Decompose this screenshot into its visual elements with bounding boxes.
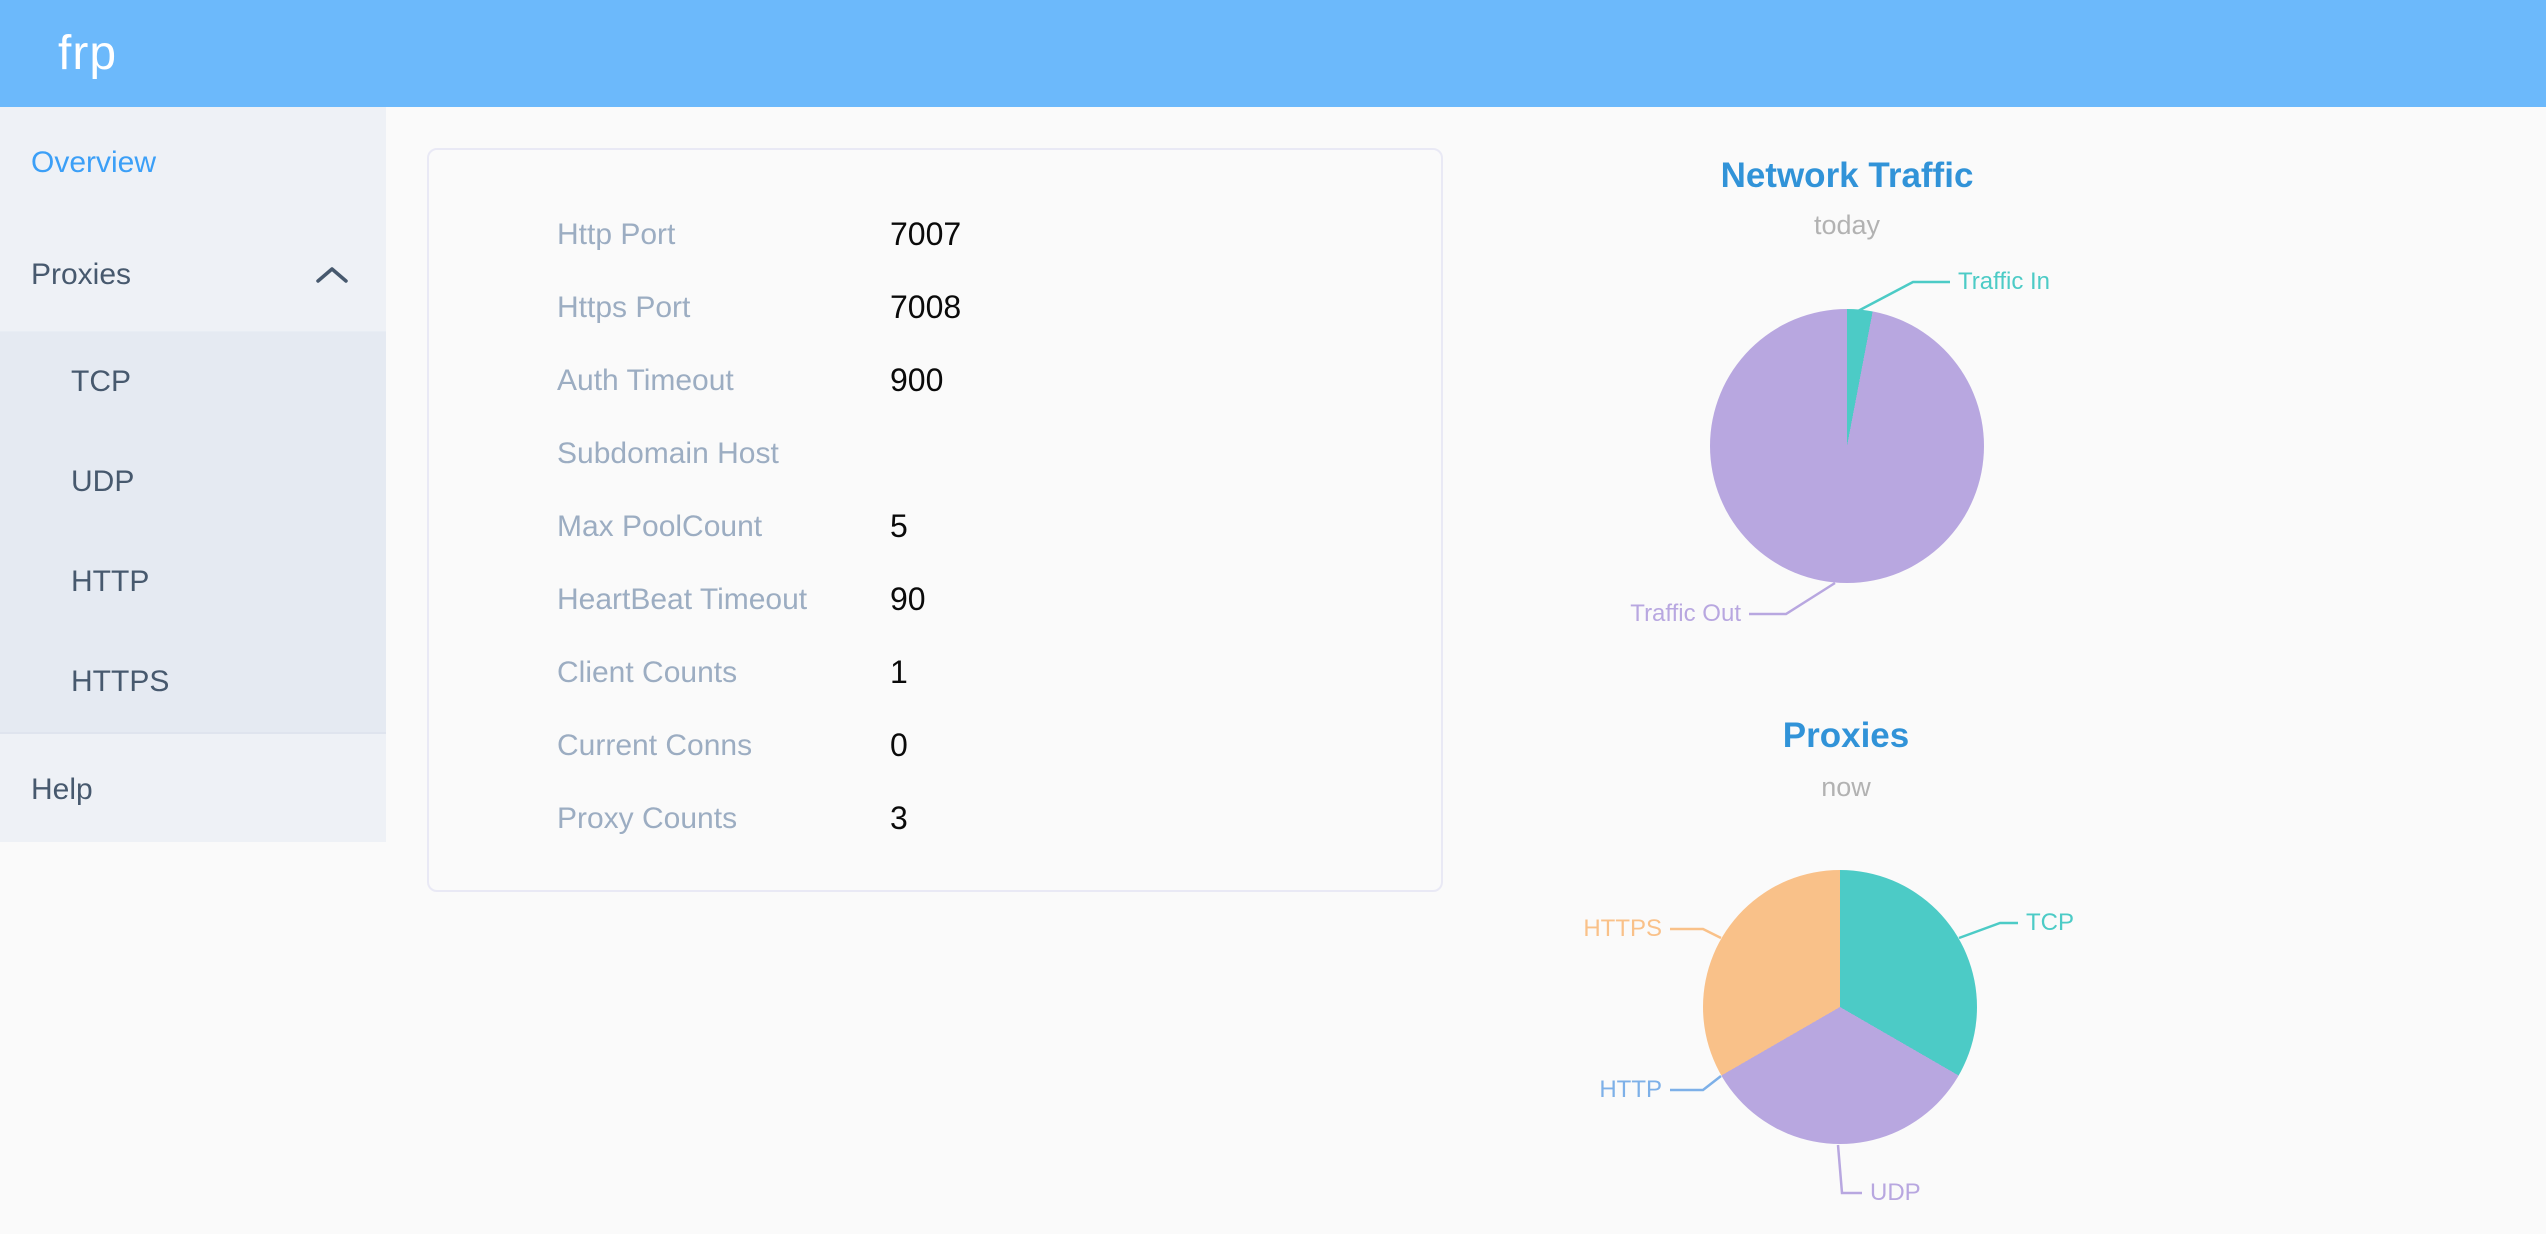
sidebar-item-overview[interactable]: Overview — [0, 107, 386, 219]
config-row: Current Conns 0 — [429, 709, 1441, 782]
config-label: Max PoolCount — [557, 510, 763, 543]
config-row: HeartBeat Timeout 90 — [429, 563, 1441, 636]
proxies-chart-title: Proxies — [1782, 716, 1910, 755]
config-value: 3 — [890, 800, 908, 836]
config-label: Https Port — [557, 291, 691, 324]
chevron-up-icon — [312, 219, 352, 331]
leader-line-https — [1670, 927, 1722, 940]
network-traffic-pie — [1710, 309, 1984, 583]
config-value: 7008 — [890, 289, 962, 325]
config-label: Proxy Counts — [557, 802, 738, 835]
leader-line-tcp — [1958, 921, 2018, 940]
pie-label-traffic-out: Traffic Out — [1630, 600, 1741, 627]
leader-line-udp — [1836, 1144, 1862, 1195]
sidebar-subitem-udp[interactable]: UDP — [71, 465, 135, 498]
config-row: Max PoolCount 5 — [429, 490, 1441, 563]
config-label: Auth Timeout — [557, 364, 734, 397]
leader-line-traffic-in — [1857, 280, 1950, 313]
config-label: HeartBeat Timeout — [557, 583, 808, 616]
sidebar-item-proxies-label: Proxies — [31, 258, 132, 291]
config-row: Https Port 7008 — [429, 271, 1441, 344]
config-value: 1 — [890, 654, 908, 690]
pie-label-tcp: TCP — [2026, 909, 2074, 936]
server-config-card: Http Port 7007 Https Port 7008 Auth Timeout 9… — [427, 148, 1443, 892]
sidebar-item-help[interactable]: Help — [0, 734, 386, 846]
app-logo: frp — [58, 26, 118, 80]
config-value: 0 — [890, 727, 908, 763]
proxies-pie — [1703, 870, 1977, 1144]
pie-label-https: HTTPS — [1583, 915, 1662, 942]
pie-label-udp: UDP — [1870, 1179, 1921, 1206]
app-header: frp — [0, 0, 2546, 107]
config-label: Client Counts — [557, 656, 738, 689]
sidebar-proxies-submenu: TCP UDP HTTP HTTPS — [0, 331, 386, 734]
config-row: Auth Timeout 900 — [429, 344, 1441, 417]
leader-line-traffic-out — [1749, 581, 1836, 616]
config-label: Subdomain Host — [557, 437, 779, 470]
config-row: Client Counts 1 — [429, 636, 1441, 709]
proxies-chart-subtitle: now — [1821, 772, 1871, 802]
config-row: Subdomain Host — [429, 417, 1441, 490]
config-row: Http Port 7007 — [429, 198, 1441, 271]
config-row: Proxy Counts 3 — [429, 782, 1441, 855]
config-value: 7007 — [890, 216, 962, 252]
pie-label-http: HTTP — [1599, 1076, 1662, 1103]
sidebar-subitem-https[interactable]: HTTPS — [71, 665, 170, 698]
config-value: 5 — [890, 508, 908, 544]
sidebar-item-proxies[interactable]: Proxies — [0, 219, 386, 331]
sidebar-subitem-tcp[interactable]: TCP — [71, 365, 131, 398]
sidebar-item-help-label: Help — [31, 773, 93, 806]
config-label: Http Port — [557, 218, 676, 251]
leader-line-http — [1670, 1075, 1722, 1092]
sidebar-item-overview-label: Overview — [31, 146, 157, 179]
network-traffic-chart-title: Network Traffic — [1720, 156, 1974, 195]
pie-label-traffic-in: Traffic In — [1958, 268, 2051, 295]
network-traffic-chart-subtitle: today — [1813, 210, 1881, 240]
config-value: 90 — [890, 581, 926, 617]
sidebar-subitem-http[interactable]: HTTP — [71, 565, 150, 598]
config-value: 900 — [890, 362, 944, 398]
sidebar: Overview Proxies TCP UDP HTTP HTTPS Help — [0, 107, 386, 842]
config-label: Current Conns — [557, 729, 753, 762]
